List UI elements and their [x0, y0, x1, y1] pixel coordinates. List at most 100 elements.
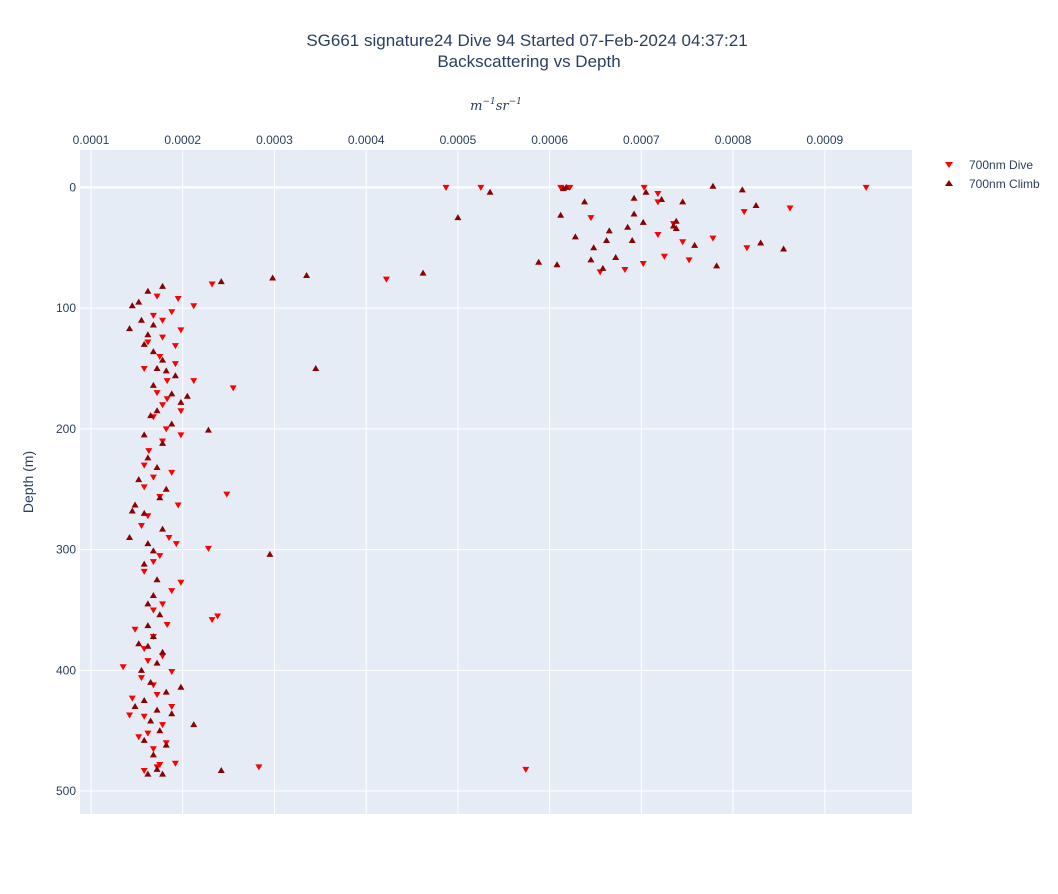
plot-background: [80, 150, 912, 814]
point-700nm-climb: [153, 365, 161, 372]
point-700nm-climb: [562, 183, 570, 190]
x-tick-labels: 0.0001 0.0002 0.0003 0.0004 0.0005 0.0006 0.00…: [73, 133, 844, 147]
point-700nm-dive: [177, 327, 185, 334]
point-700nm-dive: [163, 396, 171, 403]
point-700nm-climb: [171, 372, 179, 379]
point-700nm-dive: [159, 601, 167, 608]
legend-item-climb[interactable]: 700nm Climb: [945, 177, 1040, 191]
point-700nm-climb: [679, 198, 687, 205]
x-tick-label: 0.0002: [164, 133, 201, 147]
point-700nm-climb: [159, 770, 167, 777]
point-700nm-climb: [190, 721, 198, 728]
point-700nm-climb: [140, 560, 148, 567]
point-700nm-climb: [738, 186, 746, 193]
point-700nm-climb: [168, 420, 176, 427]
point-700nm-climb: [128, 507, 136, 514]
legend[interactable]: 700nm Dive 700nm Climb: [945, 158, 1040, 191]
point-700nm-dive: [144, 730, 152, 737]
point-700nm-climb: [144, 600, 152, 607]
point-700nm-dive: [140, 568, 148, 575]
point-700nm-climb: [177, 683, 185, 690]
point-700nm-dive: [174, 295, 182, 302]
point-700nm-dive: [153, 390, 161, 397]
x-tick-label: 0.0005: [440, 133, 477, 147]
point-700nm-climb: [149, 547, 157, 554]
point-700nm-dive: [168, 588, 176, 595]
point-700nm-dive: [223, 491, 231, 498]
point-700nm-climb: [630, 210, 638, 217]
point-700nm-dive: [131, 626, 139, 633]
point-700nm-climb: [140, 509, 148, 516]
point-700nm-dive: [162, 426, 170, 433]
point-700nm-climb: [713, 262, 721, 269]
chart-subtitle: Backscattering vs Depth: [437, 52, 620, 71]
y-axis-label: Depth (m): [20, 451, 36, 513]
point-700nm-climb: [535, 258, 543, 265]
point-700nm-dive: [168, 309, 176, 316]
legend-item-dive[interactable]: 700nm Dive: [945, 158, 1033, 172]
point-700nm-climb: [599, 264, 607, 271]
x-tick-label: 0.0004: [348, 133, 385, 147]
point-700nm-dive: [442, 184, 450, 191]
x-tick-label: 0.0003: [256, 133, 293, 147]
point-700nm-climb: [137, 316, 145, 323]
point-700nm-dive: [621, 267, 629, 274]
point-700nm-climb: [149, 321, 157, 328]
point-700nm-dive: [159, 722, 167, 729]
point-700nm-climb: [780, 245, 788, 252]
point-700nm-climb: [153, 576, 161, 583]
point-700nm-climb: [204, 426, 212, 433]
legend-label-climb: 700nm Climb: [969, 177, 1040, 191]
point-700nm-dive: [382, 276, 390, 283]
point-700nm-dive: [171, 760, 179, 767]
point-700nm-dive: [177, 432, 185, 439]
point-700nm-dive: [557, 184, 565, 191]
x-tick-label: 0.0009: [807, 133, 844, 147]
point-700nm-climb: [131, 703, 139, 710]
point-700nm-dive: [126, 712, 134, 719]
point-700nm-dive: [140, 462, 148, 469]
y-tick-label: 0: [69, 180, 76, 194]
legend-label-dive: 700nm Dive: [969, 158, 1033, 172]
point-700nm-climb: [168, 710, 176, 717]
point-700nm-dive: [156, 762, 164, 769]
x-tick-label: 0.0007: [623, 133, 660, 147]
point-700nm-climb: [144, 622, 152, 629]
point-700nm-climb: [454, 214, 462, 221]
point-700nm-climb: [135, 476, 143, 483]
point-700nm-climb: [419, 269, 427, 276]
point-700nm-climb: [587, 256, 595, 263]
point-700nm-climb: [217, 767, 225, 774]
point-700nm-dive: [177, 408, 185, 415]
point-700nm-climb: [162, 688, 170, 695]
point-700nm-dive: [171, 361, 179, 368]
point-700nm-climb: [312, 365, 320, 372]
point-700nm-dive: [640, 184, 648, 191]
legend-marker-climb: [945, 180, 953, 186]
point-700nm-dive: [145, 448, 153, 455]
point-700nm-dive: [156, 353, 164, 360]
point-700nm-climb: [131, 501, 139, 508]
point-700nm-climb: [156, 611, 164, 618]
point-700nm-dive: [587, 215, 595, 222]
point-700nm-dive: [208, 281, 216, 288]
point-700nm-dive: [522, 766, 530, 773]
point-700nm-dive: [229, 385, 237, 392]
point-700nm-climb: [128, 302, 136, 309]
point-700nm-dive: [159, 317, 167, 324]
point-700nm-dive: [685, 257, 693, 264]
point-700nm-dive: [171, 343, 179, 350]
point-700nm-climb: [144, 287, 152, 294]
point-700nm-climb: [553, 261, 561, 268]
point-700nm-dive: [149, 312, 157, 319]
point-700nm-climb: [159, 439, 167, 446]
point-700nm-climb: [752, 202, 760, 209]
point-700nm-dive: [208, 617, 216, 624]
point-700nm-climb: [162, 741, 170, 748]
point-700nm-climb: [672, 217, 680, 224]
point-700nm-dive: [204, 545, 212, 552]
point-700nm-dive: [135, 734, 143, 741]
point-700nm-climb: [159, 648, 167, 655]
data-points: [119, 182, 870, 777]
point-700nm-dive: [654, 232, 662, 239]
